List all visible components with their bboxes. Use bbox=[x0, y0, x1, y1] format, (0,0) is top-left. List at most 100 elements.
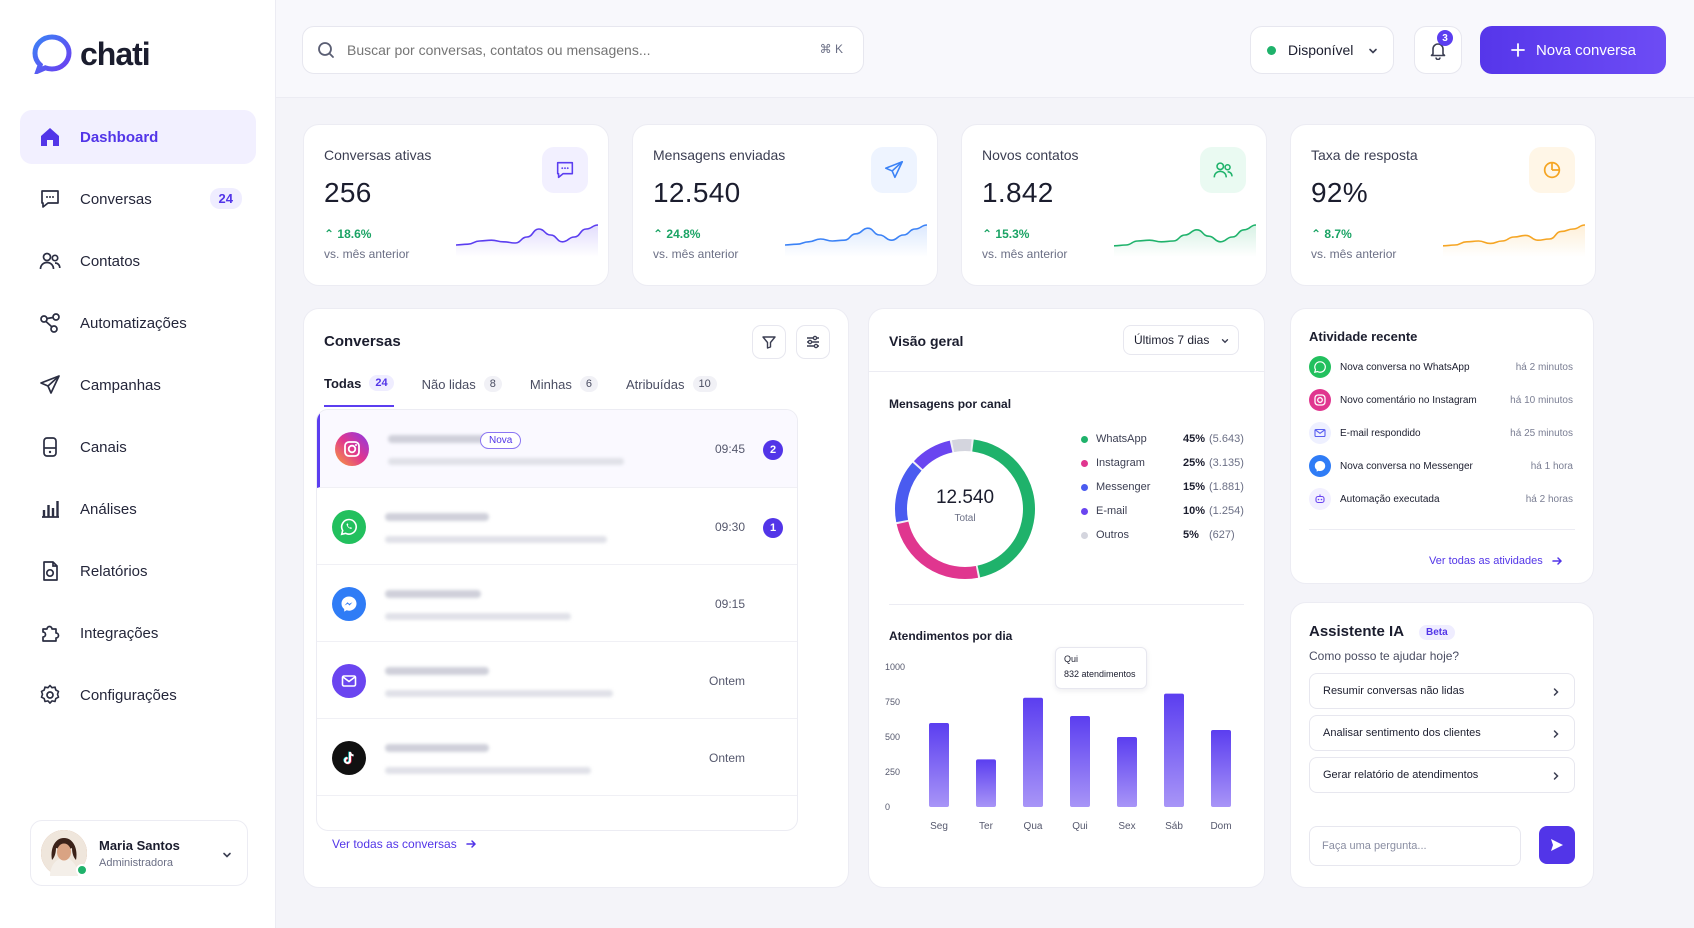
legend-count: (5.643) bbox=[1209, 433, 1244, 445]
notifications-button[interactable]: 3 bbox=[1414, 26, 1462, 74]
bar-ter[interactable] bbox=[976, 759, 996, 807]
notification-count-badge: 3 bbox=[1437, 30, 1453, 46]
kpi-icon-badge bbox=[1200, 147, 1246, 193]
filter-button[interactable] bbox=[752, 325, 786, 359]
home-icon bbox=[41, 128, 59, 146]
date-range-dropdown[interactable]: Últimos 7 dias bbox=[1123, 325, 1239, 355]
users-icon bbox=[39, 252, 61, 270]
activity-item[interactable]: Automação executada há 2 horas bbox=[1309, 487, 1573, 511]
mail-icon bbox=[332, 664, 366, 698]
tab-todas[interactable]: Todas 24 bbox=[324, 375, 394, 407]
chevron-right-icon bbox=[1553, 688, 1559, 696]
activity-item[interactable]: Nova conversa no Messenger há 1 hora bbox=[1309, 454, 1573, 478]
bar-chart-icon bbox=[42, 501, 59, 518]
bar-seg[interactable] bbox=[929, 723, 949, 807]
send-icon bbox=[40, 375, 60, 394]
sidebar-item-users[interactable]: Contatos bbox=[20, 234, 256, 288]
sidebar-item-document[interactable]: Relatórios bbox=[20, 544, 256, 598]
kpi-comparison: vs. mês anterior bbox=[1311, 247, 1397, 261]
donut-slice-email bbox=[895, 439, 1035, 579]
send-button[interactable] bbox=[1539, 826, 1575, 864]
activity-item[interactable]: E-mail respondido há 25 minutos bbox=[1309, 421, 1573, 445]
search-bar[interactable]: ⌘ K bbox=[302, 26, 864, 74]
activity-item[interactable]: Novo comentário no Instagram há 10 minut… bbox=[1309, 388, 1573, 412]
suggestion-button[interactable]: Gerar relatório de atendimentos bbox=[1309, 757, 1575, 793]
activity-text: Nova conversa no WhatsApp bbox=[1340, 361, 1470, 373]
search-shortcut: ⌘ K bbox=[819, 42, 843, 56]
beta-badge: Beta bbox=[1419, 625, 1455, 640]
legend-item: Messenger 15% (1.881) bbox=[1081, 481, 1247, 493]
sidebar-item-bar-chart[interactable]: Análises bbox=[20, 482, 256, 536]
activity-title: Atividade recente bbox=[1309, 329, 1418, 344]
donut-total-value: 12.540 bbox=[935, 487, 995, 508]
kpi-comparison: vs. mês anterior bbox=[653, 247, 739, 261]
activity-item[interactable]: Nova conversa no WhatsApp há 2 minutos bbox=[1309, 355, 1573, 379]
tiktok-icon bbox=[332, 741, 366, 775]
kpi-icon-badge bbox=[871, 147, 917, 193]
bar-sex[interactable] bbox=[1117, 737, 1137, 807]
new-conversation-label: Nova conversa bbox=[1535, 41, 1637, 59]
kpi-label: Taxa de resposta bbox=[1311, 147, 1418, 163]
sidebar-item-label: Dashboard bbox=[80, 128, 159, 146]
activity-time: há 2 minutos bbox=[1515, 361, 1573, 373]
suggestion-label: Gerar relatório de atendimentos bbox=[1323, 769, 1479, 781]
sidebar-item-gear[interactable]: Configurações bbox=[20, 668, 256, 722]
tab-minhas[interactable]: Minhas 6 bbox=[530, 375, 598, 407]
brand-logo[interactable]: chati bbox=[32, 34, 151, 74]
conversation-row[interactable]: 09:30 1 bbox=[317, 488, 797, 565]
bar-qua[interactable] bbox=[1023, 697, 1043, 807]
document-icon bbox=[43, 561, 58, 581]
bar-qui[interactable] bbox=[1070, 716, 1090, 807]
sidebar-item-share-nodes[interactable]: Automatizações bbox=[20, 296, 256, 350]
conversation-row[interactable]: Ontem bbox=[317, 719, 797, 796]
sidebar-item-home[interactable]: Dashboard bbox=[20, 110, 256, 164]
ask-input[interactable]: Faça uma pergunta... bbox=[1309, 826, 1521, 866]
tab-atribudas[interactable]: Atribuídas 10 bbox=[626, 375, 717, 407]
divider bbox=[869, 371, 1264, 372]
tab-label: Não lidas bbox=[421, 376, 476, 392]
tooltip-day: Qui bbox=[1064, 654, 1079, 664]
conversation-row[interactable]: 09:15 bbox=[317, 565, 797, 642]
daily-title: Atendimentos por dia bbox=[889, 629, 1013, 643]
sidebar-item-puzzle[interactable]: Integrações bbox=[20, 606, 256, 660]
search-input[interactable] bbox=[347, 42, 787, 58]
see-all-activities-link[interactable]: Ver todas as atividades bbox=[1429, 555, 1563, 567]
suggestion-button[interactable]: Resumir conversas não lidas bbox=[1309, 673, 1575, 709]
bar-sáb[interactable] bbox=[1164, 693, 1184, 807]
contact-name-redacted bbox=[388, 435, 498, 443]
sidebar-item-send[interactable]: Campanhas bbox=[20, 358, 256, 412]
whatsapp-icon bbox=[332, 510, 366, 544]
mail-icon bbox=[1309, 422, 1331, 444]
user-menu[interactable]: Maria Santos Administradora bbox=[30, 820, 248, 886]
online-status-dot bbox=[76, 864, 88, 876]
conversation-row[interactable]: Ontem bbox=[317, 642, 797, 719]
see-all-conversations-label: Ver todas as conversas bbox=[332, 837, 457, 851]
conversations-panel: Conversas Todas 24 Não lidas 8 Minhas 6 Atr… bbox=[303, 308, 849, 888]
sidebar-item-device[interactable]: Canais bbox=[20, 420, 256, 474]
unread-count-badge: 2 bbox=[763, 440, 783, 460]
assistant-title: Assistente IA bbox=[1309, 623, 1405, 640]
availability-dropdown[interactable]: Disponível bbox=[1250, 26, 1394, 74]
see-all-activities-label: Ver todas as atividades bbox=[1429, 555, 1543, 567]
sidebar-item-chat[interactable]: Conversas 24 bbox=[20, 172, 256, 226]
date-range-label: Últimos 7 dias bbox=[1134, 333, 1210, 347]
legend-percent: 10% bbox=[1183, 505, 1206, 517]
conversation-time: 09:30 bbox=[714, 520, 745, 534]
document-icon bbox=[38, 559, 62, 583]
new-conversation-button[interactable]: Nova conversa bbox=[1480, 26, 1666, 74]
conversation-row[interactable]: Nova 09:45 2 bbox=[317, 410, 797, 488]
bar-dom[interactable] bbox=[1211, 730, 1231, 807]
tab-count: 6 bbox=[579, 376, 598, 392]
instagram-icon bbox=[335, 432, 369, 466]
sparkline bbox=[1114, 224, 1256, 257]
suggestion-button[interactable]: Analisar sentimento dos clientes bbox=[1309, 715, 1575, 751]
tab-nolidas[interactable]: Não lidas 8 bbox=[422, 375, 502, 407]
suggestion-label: Analisar sentimento dos clientes bbox=[1323, 727, 1481, 739]
message-preview-redacted bbox=[385, 613, 571, 620]
kpi-card: Mensagens enviadas 12.540 ⌃ 24.8% vs. mê… bbox=[632, 124, 938, 286]
x-tick-label: Qua bbox=[1024, 821, 1043, 832]
see-all-conversations-link[interactable]: Ver todas as conversas bbox=[332, 837, 477, 851]
settings-sliders-button[interactable] bbox=[796, 325, 830, 359]
x-tick-label: Seg bbox=[930, 821, 948, 832]
activity-time: há 2 horas bbox=[1525, 493, 1573, 505]
